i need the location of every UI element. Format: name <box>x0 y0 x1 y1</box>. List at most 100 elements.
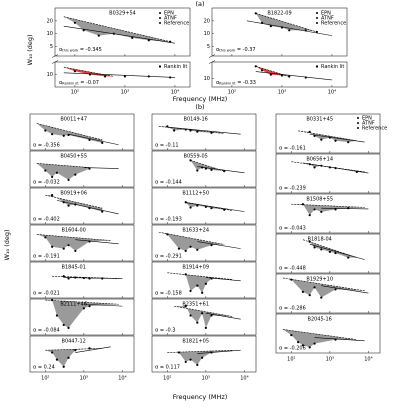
data-point <box>313 342 316 345</box>
panel-frame <box>275 273 381 314</box>
y-tick-label: 5 <box>50 44 53 50</box>
data-point <box>62 134 65 137</box>
data-point <box>88 347 91 350</box>
panel-frame <box>151 224 257 262</box>
panel-name: B1633+24 <box>182 228 209 234</box>
envelope-line <box>45 348 103 351</box>
legend-label: Rankin lit <box>321 64 344 70</box>
data-point <box>88 277 91 280</box>
x-tick-label: 10⁴ <box>118 376 126 382</box>
envelope-line <box>63 66 114 77</box>
data-point <box>62 323 65 327</box>
panel-frame <box>275 113 381 154</box>
data-point <box>51 298 54 302</box>
filled-region <box>45 348 103 367</box>
data-point <box>196 204 199 207</box>
data-point <box>51 133 54 136</box>
data-point <box>62 247 65 250</box>
data-point <box>304 29 307 32</box>
y-tick-label: 20 <box>47 18 53 24</box>
alpha-label: α = -0.291 <box>155 254 182 260</box>
data-point <box>347 140 350 144</box>
filled-region <box>36 123 103 143</box>
panel-frame <box>29 224 135 262</box>
alpha-label: α = -0.191 <box>33 254 60 260</box>
data-point <box>123 75 127 78</box>
data-point <box>308 346 311 349</box>
axis-break <box>208 60 216 64</box>
data-point <box>67 178 70 181</box>
data-point <box>177 351 181 354</box>
data-point <box>334 167 337 170</box>
alpha-label-part: = -0.33 <box>236 80 256 86</box>
data-point <box>67 356 70 359</box>
data-point <box>168 40 172 43</box>
data-point <box>210 131 213 134</box>
data-point <box>196 130 199 133</box>
envelope-line <box>45 299 119 305</box>
data-point <box>101 141 104 144</box>
data-point <box>204 326 207 329</box>
data-point <box>112 32 115 35</box>
panel-frame <box>54 7 191 57</box>
data-point <box>184 360 187 364</box>
data-point <box>74 276 77 279</box>
data-point <box>44 169 47 172</box>
panel-name: B2045-16 <box>308 317 332 323</box>
fit-line <box>321 207 369 210</box>
data-point <box>173 129 176 132</box>
x-tick-label: 10³ <box>80 376 88 382</box>
data-point <box>301 203 305 206</box>
panel-frame <box>211 7 348 57</box>
data-point <box>328 136 331 139</box>
filled-region <box>36 234 111 251</box>
data-point <box>166 233 169 236</box>
data-point <box>62 275 65 278</box>
filled-region <box>298 130 357 143</box>
legend-label: ATNF <box>321 16 334 22</box>
alpha-label-part: Rankin lit <box>219 82 236 86</box>
data-point <box>82 29 85 32</box>
data-point <box>297 340 300 344</box>
panel-name: B1112+50 <box>182 191 209 197</box>
panel-name: B1821+05 <box>182 339 209 345</box>
fit-line <box>309 134 365 143</box>
y-tick-label: 10 <box>204 31 210 37</box>
data-point <box>51 194 54 197</box>
fit-line <box>321 285 369 294</box>
envelope-line <box>158 231 225 245</box>
alpha-label-part: α <box>59 47 63 53</box>
y-tick-label: 20 <box>204 18 210 24</box>
legend-label: Rankin lit <box>164 64 187 70</box>
x-tick-label: 10² <box>287 357 295 363</box>
data-point <box>189 314 192 317</box>
data-point <box>313 208 316 211</box>
alpha-label: α = -0.043 <box>279 226 306 232</box>
fit-line <box>167 126 241 135</box>
data-point <box>308 293 311 297</box>
data-point <box>177 247 181 250</box>
alpha-label: α = -0.084 <box>33 328 60 334</box>
data-point <box>67 244 70 247</box>
fit-line <box>197 166 245 174</box>
data-point <box>301 344 305 347</box>
filled-region <box>158 232 225 251</box>
data-point <box>201 166 204 169</box>
panel-name: B0011+47 <box>60 117 87 123</box>
data-point <box>88 207 91 210</box>
data-point <box>254 12 257 15</box>
data-point <box>210 314 213 317</box>
data-point <box>67 277 70 280</box>
data-point <box>74 173 77 176</box>
x-tick-label: 10² <box>228 90 236 96</box>
data-point <box>74 249 77 253</box>
x-tick-label: 10³ <box>121 90 129 96</box>
data-point <box>204 167 207 170</box>
data-point <box>320 210 323 214</box>
data-point <box>55 314 59 317</box>
envelope-line <box>282 329 357 340</box>
data-point <box>184 128 187 131</box>
fit-line <box>83 303 123 307</box>
x-tick-label: 10⁴ <box>328 90 336 96</box>
panel-frame <box>151 261 257 299</box>
